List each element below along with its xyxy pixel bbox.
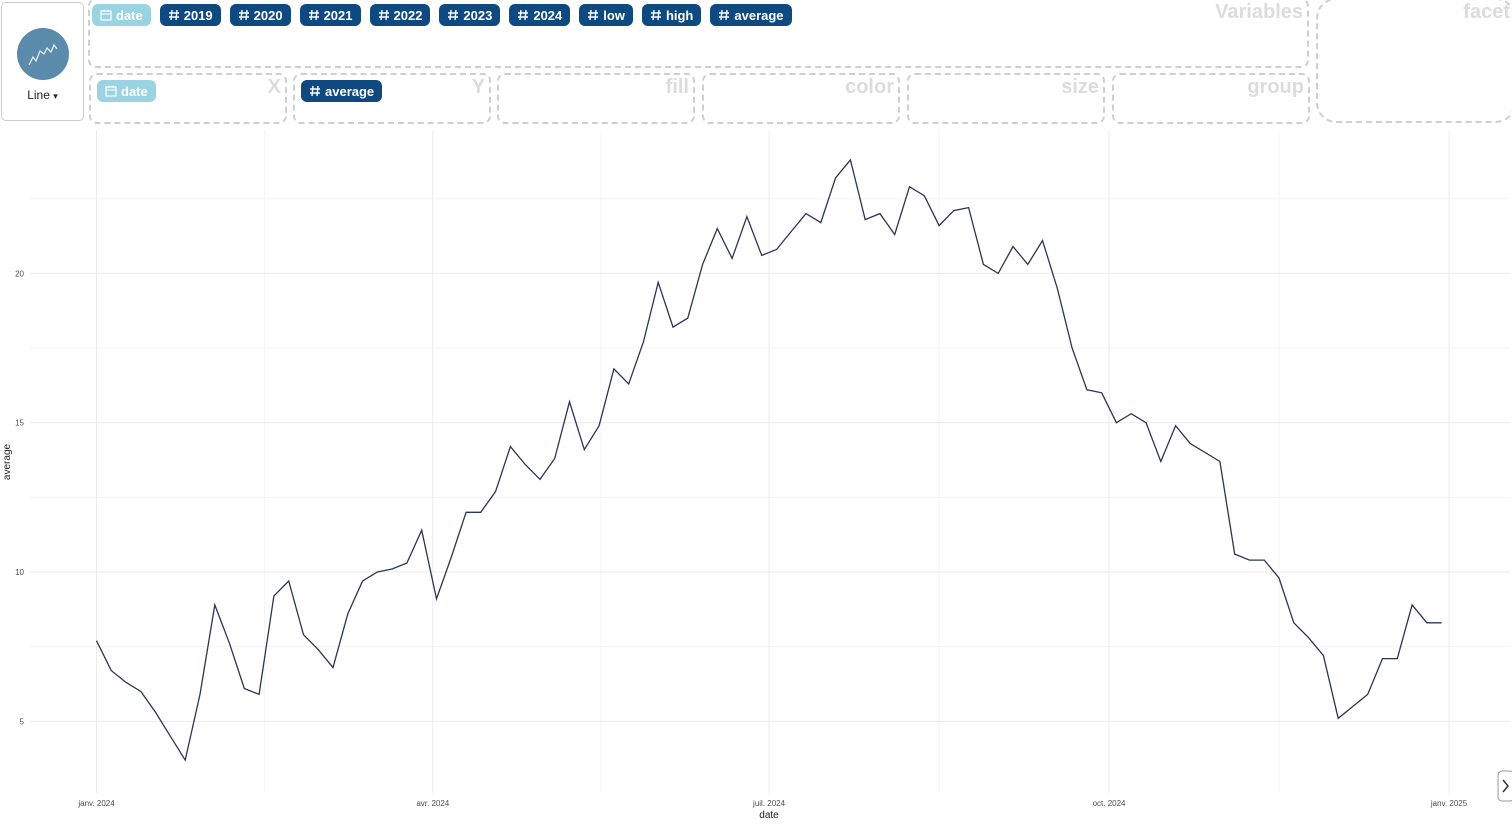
zone-label: X [267, 76, 281, 98]
facet-zone: facet [1316, 0, 1512, 123]
variable-name: average [734, 7, 784, 23]
variable-name: 2021 [323, 7, 353, 23]
numeric-icon [238, 9, 249, 21]
numeric-icon [310, 85, 320, 97]
numeric-icon [588, 9, 599, 21]
line-icon [17, 28, 69, 80]
variable-chip[interactable]: 2022 [369, 4, 431, 26]
variable-chip[interactable]: 2020 [229, 4, 291, 26]
variables-zone: Variables date 2019 2020 2021 2022 2023 2024 lo… [88, 0, 1309, 68]
zone-label: size [1061, 76, 1099, 98]
zone-label: color [845, 76, 894, 98]
zone-label: Variables [1215, 1, 1303, 23]
x-axis-label: date [759, 810, 779, 821]
variable-chip[interactable]: 2024 [509, 4, 571, 26]
variable-chip[interactable]: date [92, 4, 151, 26]
numeric-icon [308, 9, 319, 21]
variable-chip[interactable]: 2019 [159, 4, 221, 26]
variable-name: low [603, 7, 625, 23]
variable-chip[interactable]: 2021 [299, 4, 361, 26]
chart-type: Line [27, 88, 50, 102]
y-tick-label: 20 [15, 269, 24, 278]
variable-chip[interactable]: average [710, 4, 792, 26]
variable-name: high [665, 7, 694, 23]
y-tick-label: 10 [15, 568, 24, 577]
date-icon [105, 85, 117, 97]
variable-name: 2019 [183, 7, 213, 23]
x-tick-label: avr. 2024 [416, 799, 449, 808]
variable-name: date [121, 83, 148, 99]
numeric-icon [650, 9, 661, 21]
x-tick-label: janv. 2025 [1430, 799, 1468, 808]
drop-zone[interactable]: fill [497, 73, 695, 124]
variable-name: 2023 [463, 7, 493, 23]
numeric-icon [168, 9, 179, 21]
variable-chip[interactable]: 2023 [439, 4, 501, 26]
variable-chip[interactable]: high [641, 4, 702, 26]
next-button[interactable] [1497, 770, 1512, 802]
drop-zone[interactable]: color [702, 73, 900, 124]
variable-name: 2020 [253, 7, 283, 23]
variable-name: date [116, 7, 143, 23]
chart-type-picker[interactable]: Line ▾ [1, 2, 84, 121]
variable-chip[interactable]: average [301, 80, 383, 102]
date-icon [100, 9, 112, 21]
numeric-icon [719, 9, 730, 21]
numeric-icon [518, 9, 529, 21]
x-tick-label: janv. 2024 [77, 799, 115, 808]
zone-label: fill [665, 76, 689, 98]
zone-label: facet [1463, 1, 1510, 23]
y-tick-label: 15 [15, 419, 24, 428]
x-tick-label: oct. 2024 [1093, 799, 1126, 808]
numeric-icon [448, 9, 459, 21]
variable-chip[interactable]: low [579, 4, 633, 26]
drop-zone[interactable]: size [907, 73, 1105, 124]
x-tick-label: juil. 2024 [752, 799, 786, 808]
y-tick-label: 5 [20, 717, 25, 726]
variable-name: 2024 [533, 7, 563, 23]
y-axis-label: average [2, 443, 13, 480]
numeric-icon [378, 9, 389, 21]
drop-zone[interactable]: group [1112, 73, 1310, 124]
data-line [95, 158, 1442, 762]
variable-chip[interactable]: date [97, 80, 156, 102]
variable-name: average [325, 83, 375, 99]
zone-label: group [1247, 76, 1304, 98]
variable-name: 2022 [393, 7, 423, 23]
zone-label: Y [471, 76, 485, 98]
